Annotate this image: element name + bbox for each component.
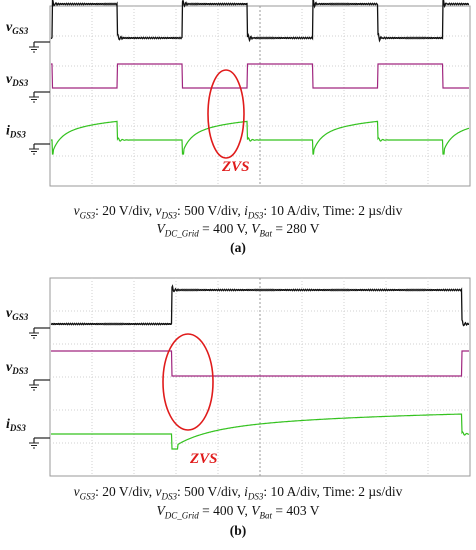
zvs-label: ZVS	[221, 159, 250, 175]
panel-label-a: (a)	[230, 240, 246, 255]
trace-i-DS3	[51, 413, 470, 450]
zvs-highlight-ellipse	[207, 69, 245, 159]
trace-v-GS3	[50, 0, 470, 43]
trace-v-DS3	[51, 350, 469, 377]
zvs-label: ZVS	[189, 451, 218, 467]
trace-v-DS3	[51, 63, 469, 89]
scope-settings-line-a: vGS3: 20 V/div, vDS3: 500 V/div, iDS3: 1…	[73, 203, 403, 221]
oscilloscope-plot-b: vGS3 vDS3 iDS3 ZVS	[6, 277, 471, 477]
trace-v-GS3	[50, 284, 470, 327]
channel-label: vGS3	[6, 20, 29, 36]
panel-b: vGS3 vDS3 iDS3 ZVS vGS3: 20 V/div, vDS3: 50…	[0, 272, 476, 550]
oscilloscope-plot-a: vGS3 vDS3 iDS3 ZVS	[6, 0, 471, 187]
channel-label: vDS3	[6, 72, 29, 88]
scope-settings-line-b: vGS3: 20 V/div, vDS3: 500 V/div, iDS3: 1…	[73, 484, 403, 502]
channel-label: vDS3	[6, 360, 29, 376]
panel-label-b: (b)	[229, 523, 247, 538]
zvs-highlight-ellipse	[162, 333, 214, 431]
trace-i-DS3	[51, 120, 470, 155]
channel-label: iDS3	[6, 417, 26, 433]
panel-a: vGS3 vDS3 iDS3 ZVS vGS3: 20 V/div, vDS3: 50…	[0, 0, 476, 265]
channel-label: vGS3	[6, 306, 29, 322]
channel-label: iDS3	[6, 123, 26, 139]
voltage-conditions-line-b: VDC_Grid = 400 V, VBat = 403 V	[156, 503, 320, 521]
voltage-conditions-line-a: VDC_Grid = 400 V, VBat = 280 V	[156, 221, 320, 239]
